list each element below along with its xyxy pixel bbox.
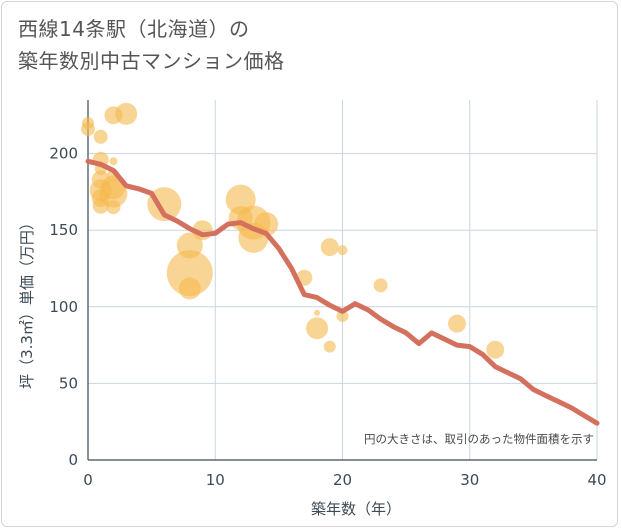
x-tick-label: 10 bbox=[206, 471, 225, 489]
bubble-point bbox=[314, 309, 321, 316]
bubble-point bbox=[323, 340, 336, 353]
x-tick-label: 40 bbox=[587, 471, 606, 489]
bubble-point bbox=[337, 245, 348, 256]
bubble-point bbox=[225, 184, 256, 215]
x-tick-label: 30 bbox=[460, 471, 479, 489]
bubble-point bbox=[106, 200, 121, 215]
bubble-point bbox=[486, 340, 505, 359]
chart-title: 西線14条駅（北海道）の 築年数別中古マンション価格 bbox=[18, 13, 285, 77]
bubble-point bbox=[373, 278, 388, 293]
bubble-point bbox=[92, 197, 109, 214]
y-tick-label: 100 bbox=[49, 298, 78, 316]
x-tick-label: 20 bbox=[333, 471, 352, 489]
x-tick-label: 0 bbox=[83, 471, 93, 489]
y-tick-label: 150 bbox=[49, 221, 78, 239]
bubble-point bbox=[91, 170, 110, 189]
bubble-point bbox=[306, 317, 329, 340]
bubble-series bbox=[81, 102, 505, 359]
y-tick-label: 200 bbox=[49, 145, 78, 163]
bubble-point bbox=[448, 314, 467, 333]
chart-title-line-2: 築年数別中古マンション価格 bbox=[18, 49, 285, 73]
trend-series bbox=[85, 158, 600, 426]
y-tick-label: 50 bbox=[59, 374, 78, 392]
x-axis-label: 築年数（年） bbox=[311, 500, 401, 518]
bubble-point bbox=[109, 157, 118, 166]
bubble-point bbox=[104, 106, 123, 125]
tick-labels: 0 10 20 30 40 0 50 100 150 200 bbox=[49, 145, 606, 489]
bubble-point bbox=[320, 238, 339, 257]
bubble-point bbox=[82, 116, 94, 129]
bubble-point bbox=[147, 187, 182, 222]
trend-line bbox=[85, 158, 600, 426]
y-tick-label: 0 bbox=[68, 451, 78, 469]
chart-title-line-1: 西線14条駅（北海道）の bbox=[18, 17, 250, 41]
bubble-point bbox=[93, 129, 108, 144]
bubble-point bbox=[176, 232, 203, 259]
size-note: 円の大きさは、取引のあった物件面積を示す bbox=[364, 432, 594, 446]
y-axis-label: 坪（3.3㎡）単価（万円） bbox=[18, 215, 36, 389]
bubble-point bbox=[166, 250, 213, 297]
grid-lines bbox=[88, 100, 598, 460]
bubble-point bbox=[336, 310, 349, 322]
bubble-point bbox=[178, 277, 201, 300]
